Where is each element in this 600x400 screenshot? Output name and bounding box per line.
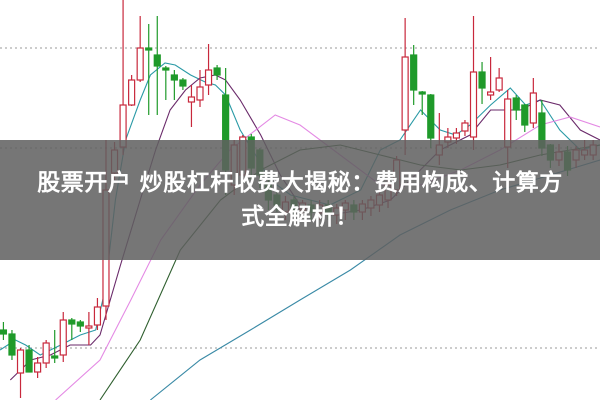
- candle-down: [145, 24, 153, 115]
- candle-body: [196, 86, 204, 101]
- candle-up: [204, 44, 213, 95]
- candle-up: [34, 357, 42, 378]
- candle-body: [187, 96, 196, 103]
- candle-down: [179, 78, 187, 90]
- candle-up: [196, 70, 204, 107]
- candle-body: [170, 74, 178, 81]
- candle-body: [452, 132, 461, 139]
- candle-body: [16, 349, 25, 374]
- candle-body: [401, 56, 409, 131]
- candle-down: [478, 62, 486, 104]
- candle-down: [410, 45, 418, 105]
- candle-body: [478, 71, 486, 89]
- candle-up: [486, 57, 495, 100]
- candle-body: [34, 362, 42, 373]
- candle-body: [59, 319, 67, 356]
- ma5-line: [0, 62, 600, 356]
- candle-body: [410, 54, 418, 91]
- candle-up: [136, 16, 144, 82]
- candle-up: [469, 16, 478, 150]
- candle-down: [0, 322, 8, 340]
- candle-body: [85, 325, 93, 329]
- candle-body: [68, 319, 76, 325]
- candle-body: [76, 321, 84, 327]
- candle-body: [145, 47, 153, 51]
- candle-up: [16, 348, 25, 398]
- candle-body: [204, 69, 213, 86]
- candle-down: [427, 94, 435, 148]
- candle-up: [85, 312, 93, 345]
- candle-body: [486, 91, 495, 96]
- candle-body: [469, 71, 478, 138]
- candle-body: [136, 47, 144, 81]
- candle-up: [461, 120, 469, 136]
- candle-down: [418, 91, 426, 115]
- candle-down: [162, 66, 170, 100]
- candle-up: [59, 312, 67, 362]
- candle-body: [213, 67, 221, 76]
- candle-down: [170, 70, 178, 100]
- candle-body: [153, 54, 161, 67]
- article-title-line-2: 式全解析！: [241, 204, 359, 230]
- candle-body: [521, 104, 529, 126]
- candle-up: [128, 75, 136, 106]
- candle-up: [42, 340, 50, 368]
- candle-down: [51, 330, 59, 363]
- candle-up: [93, 298, 102, 330]
- candle-down: [25, 345, 33, 373]
- candle-down: [512, 95, 520, 120]
- candle-up: [187, 85, 196, 127]
- candle-up: [401, 18, 409, 155]
- candle-body: [128, 79, 136, 106]
- candle-down: [68, 318, 76, 340]
- candle-body: [51, 355, 59, 359]
- candle-body: [427, 94, 435, 139]
- candle-body: [461, 122, 469, 132]
- candle-body: [0, 329, 8, 335]
- candle-body: [179, 79, 187, 87]
- candle-body: [418, 91, 426, 95]
- candle-up: [495, 68, 503, 92]
- candle-body: [495, 77, 503, 91]
- candle-body: [42, 342, 50, 364]
- article-title-line-1: 股票开户 炒股杠杆收费大揭秘：费用构成、计算方: [37, 170, 563, 196]
- candle-down: [153, 16, 161, 115]
- candle-body: [512, 97, 520, 111]
- candle-body: [162, 67, 170, 71]
- ma10-line: [9, 74, 600, 381]
- candle-body: [25, 349, 33, 373]
- candle-body: [93, 306, 102, 326]
- candle-down: [76, 320, 84, 332]
- candle-down: [213, 65, 221, 80]
- candle-up: [529, 78, 537, 128]
- candle-body: [8, 333, 16, 356]
- candle-down: [8, 330, 16, 360]
- title-banner: 股票开户 炒股杠杆收费大揭秘：费用构成、计算方 式全解析！: [0, 140, 600, 260]
- candle-down: [521, 104, 529, 132]
- candle-up: [119, 0, 127, 155]
- candle-body: [529, 92, 537, 124]
